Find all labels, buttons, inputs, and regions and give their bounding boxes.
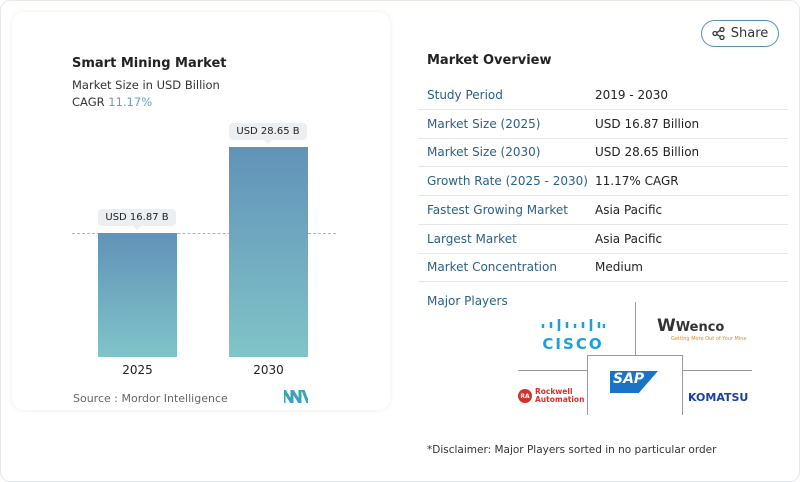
share-icon — [712, 27, 725, 40]
major-players-title: Major Players — [427, 294, 508, 308]
overview-row: Market Concentration Medium — [418, 253, 788, 283]
cisco-bars-icon — [541, 319, 606, 331]
reference-line — [72, 233, 336, 234]
row-value: Asia Pacific — [595, 202, 663, 217]
data-label: USD 16.87 B — [98, 209, 176, 231]
overview-title: Market Overview — [427, 53, 552, 68]
row-key: Growth Rate (2025 - 2030) — [427, 174, 588, 189]
row-value: Medium — [595, 260, 643, 275]
overview-row: Market Size (2030) USD 28.65 Billion — [418, 138, 788, 168]
row-key: Study Period — [427, 88, 503, 102]
data-label: USD 28.65 B — [229, 123, 307, 144]
komatsu-logo: KOMATSU — [688, 391, 749, 404]
overview-row: Market Size (2025) USD 16.87 Billion — [418, 110, 788, 139]
row-key: Fastest Growing Market — [427, 202, 569, 217]
row-key: Largest Market — [427, 231, 517, 246]
mordor-logo-icon — [284, 390, 308, 403]
wenco-logo: WWenco Getting More Out of Your Mine — [657, 316, 747, 342]
disclaimer: *Disclaimer: Major Players sorted in no … — [427, 444, 717, 456]
row-key: Market Size (2030) — [427, 145, 541, 160]
row-key: Market Size (2025) — [427, 116, 541, 131]
chart-card — [12, 12, 390, 410]
row-key: Market Concentration — [427, 260, 557, 275]
share-label: Share — [730, 26, 769, 41]
chart-title: Smart Mining Market — [72, 56, 227, 71]
row-value: Asia Pacific — [595, 231, 663, 246]
overview-row: Study Period 2019 - 2030 — [418, 81, 788, 110]
x-tick-label: 2025 — [122, 363, 153, 377]
rockwell-logo: RA Rockwell Automation — [518, 388, 585, 404]
overview-row: Fastest Growing Market Asia Pacific — [418, 196, 788, 225]
overview-row: Largest Market Asia Pacific — [418, 225, 788, 254]
cisco-logo: CISCO — [540, 316, 606, 353]
chart-subtitle: Market Size in USD Billion — [72, 78, 220, 92]
overview-row: Growth Rate (2025 - 2030) 11.17% CAGR — [418, 167, 788, 197]
row-value: 11.17% CAGR — [595, 174, 679, 189]
bar-2025 — [98, 233, 177, 357]
cagr: CAGR 11.17% — [72, 95, 152, 109]
cagr-label: CAGR — [72, 95, 105, 109]
source-text: Source : Mordor Intelligence — [73, 392, 228, 405]
share-button[interactable]: Share — [701, 20, 779, 47]
bar-2030 — [229, 147, 308, 357]
divider — [635, 302, 636, 356]
row-value: USD 28.65 Billion — [595, 145, 700, 160]
x-tick-label: 2030 — [253, 363, 284, 377]
row-value: 2019 - 2030 — [595, 88, 669, 102]
cagr-value: 11.17% — [108, 95, 153, 109]
row-value: USD 16.87 Billion — [595, 116, 700, 131]
